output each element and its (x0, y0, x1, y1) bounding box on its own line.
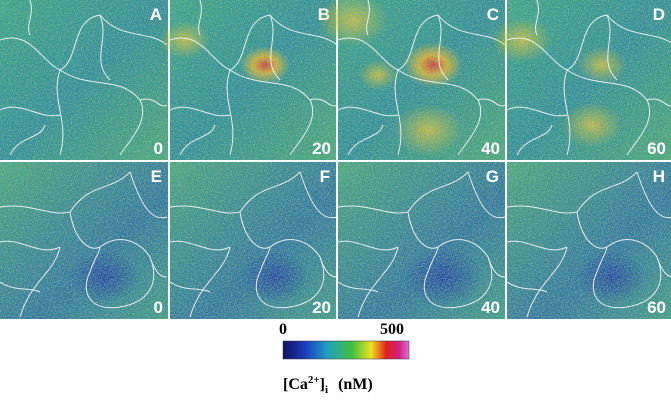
panel-time: 0 (154, 139, 163, 158)
noise-texture (507, 162, 671, 319)
panel-time: 60 (647, 298, 666, 317)
panel-letter: C (487, 5, 499, 24)
panel-letter: A (150, 5, 162, 24)
panel-time: 60 (647, 139, 666, 158)
panel-grid: A0B20C40D60E0F20G40H60 (0, 0, 671, 319)
image-panel: G 40 (338, 162, 505, 319)
colorbar-min: 0 (279, 321, 287, 338)
image-panel: H 60 (507, 162, 671, 319)
image-panel: D 60 (492, 0, 671, 160)
panel-letter: F (320, 167, 330, 186)
panel-letter: E (151, 167, 162, 186)
colorbar-max: 500 (380, 321, 404, 338)
image-panel: F 20 (170, 162, 337, 319)
panel-time: 20 (312, 139, 331, 158)
image-panel: A0 (0, 0, 168, 160)
colorbar-gradient (283, 341, 409, 359)
panel-letter: H (653, 167, 665, 186)
figure: A0B20C40D60E0F20G40H60 0 500 [Ca2+]i(nM) (0, 0, 671, 410)
noise-texture (0, 162, 168, 319)
panel-time: 40 (481, 139, 500, 158)
panel-letter: D (653, 5, 665, 24)
panel-letter: G (486, 167, 499, 186)
label-sup: 2+ (308, 374, 320, 386)
image-panel: C 40 (318, 0, 505, 160)
panel-time: 20 (312, 298, 331, 317)
panel-time: 0 (154, 298, 163, 317)
noise-texture (338, 162, 505, 319)
image-panel: B20 (160, 0, 337, 160)
noise-texture (170, 162, 336, 319)
label-sub: i (325, 384, 328, 396)
label-unit: (nM) (338, 376, 373, 393)
panel-time: 40 (481, 298, 500, 317)
colorbar-label: [Ca2+]i(nM) (283, 374, 373, 396)
colorbar: 0 500 [Ca2+]i(nM) (279, 321, 409, 396)
label-part: [Ca (283, 376, 308, 393)
image-panel: E0 (0, 162, 168, 319)
